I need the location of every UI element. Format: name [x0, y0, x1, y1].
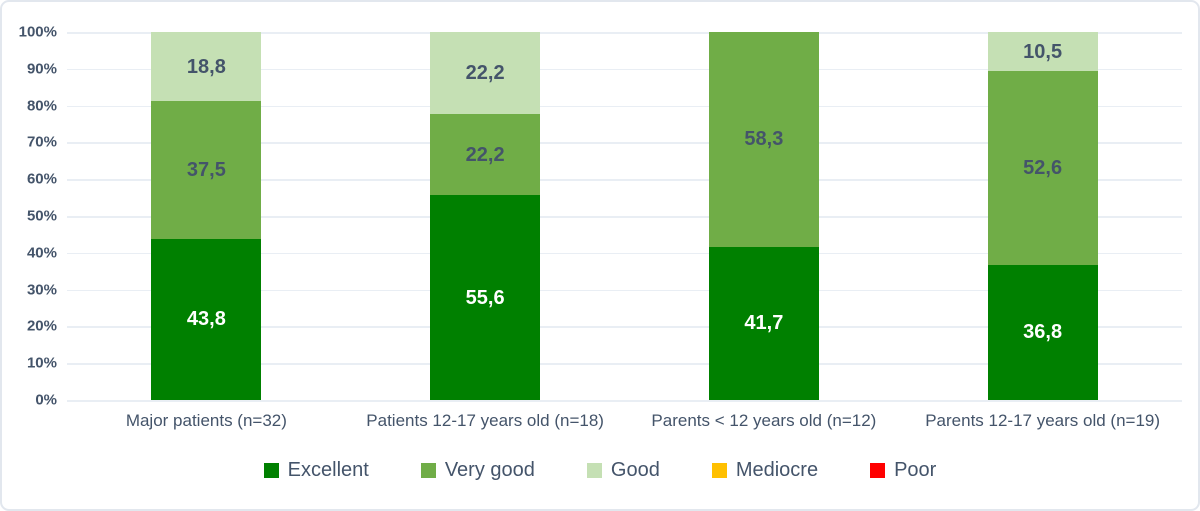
- data-label: 55,6: [465, 286, 505, 309]
- category-label-0: Major patients (n=32): [125, 411, 287, 430]
- legend-label: Mediocre: [735, 459, 819, 481]
- data-label: 41,7: [744, 312, 784, 335]
- gridline-50%: [67, 216, 1182, 218]
- bar-segment-excellent-0: 43,8: [151, 238, 262, 400]
- legend-swatch-icon: [586, 462, 602, 478]
- data-label: 18,8: [186, 55, 226, 78]
- bar-slot-1: 55,6 22,2 22,2: [346, 32, 625, 400]
- bar-segment-very-good-1: 22,2: [430, 113, 541, 196]
- legend-swatch-icon: [420, 462, 436, 478]
- y-axis-tick-60%: 60%: [26, 170, 57, 188]
- category-label-1: Patients 12-17 years old (n=18): [366, 411, 604, 430]
- bar-slot-3: 36,8 52,6 10,5: [903, 32, 1182, 400]
- data-label: 22,2: [465, 61, 505, 84]
- gridline-10%: [67, 363, 1182, 365]
- bar-slot-0: 43,8 37,5 18,8: [67, 32, 346, 400]
- y-axis-tick-50%: 50%: [26, 207, 57, 225]
- gridline-70%: [67, 142, 1182, 144]
- bar-segment-excellent-2: 41,7: [708, 246, 819, 400]
- bar-segment-good-0: 18,8: [151, 32, 262, 102]
- stacked-bar-2: 41,7 58,3: [708, 32, 819, 400]
- legend-item-very-good: Very good: [420, 459, 535, 481]
- legend-item-poor: Poor: [870, 460, 936, 480]
- legend-item-excellent: Excellent: [263, 459, 369, 481]
- data-label: 22,2: [465, 143, 505, 166]
- bar-segment-excellent-1: 55,6: [430, 195, 541, 400]
- gridline-20%: [67, 326, 1182, 328]
- bar-segment-good-1: 22,2: [430, 32, 541, 114]
- data-label: 10,5: [1023, 40, 1063, 63]
- bar-segment-very-good-2: 58,3: [708, 32, 819, 247]
- bars-layer: 43,8 37,5 18,8 55,6 22,2 22,2 41,7 58,3 36,8 52,6…: [67, 32, 1182, 400]
- chart-legend: Excellent Very good Good Mediocre Poor: [2, 460, 1198, 480]
- legend-label: Poor: [894, 459, 937, 481]
- gridline-0%: [67, 400, 1182, 402]
- stacked-bar-1: 55,6 22,2 22,2: [430, 32, 541, 400]
- legend-swatch-icon: [870, 462, 886, 478]
- data-label: 52,6: [1023, 156, 1063, 179]
- y-axis-tick-70%: 70%: [26, 133, 57, 151]
- legend-item-mediocre: Mediocre: [711, 459, 819, 481]
- legend-swatch-icon: [711, 462, 727, 478]
- category-label-3: Parents 12-17 years old (n=19): [925, 411, 1161, 430]
- legend-label: Excellent: [287, 459, 369, 481]
- gridline-90%: [67, 68, 1182, 71]
- gridline-80%: [67, 105, 1182, 108]
- y-axis-tick-10%: 10%: [26, 354, 57, 372]
- stacked-bar-0: 43,8 37,5 18,8: [151, 32, 262, 400]
- bar-segment-very-good-3: 52,6: [987, 71, 1098, 265]
- y-axis-tick-40%: 40%: [26, 244, 57, 262]
- y-axis-tick-100%: 100%: [18, 23, 57, 41]
- y-axis-tick-90%: 90%: [26, 60, 57, 78]
- y-axis-tick-0%: 0%: [35, 391, 57, 409]
- y-axis-tick-20%: 20%: [26, 317, 57, 335]
- legend-item-good: Good: [586, 459, 660, 481]
- data-label: 36,8: [1023, 321, 1063, 344]
- legend-label: Good: [610, 459, 660, 481]
- legend-label: Very good: [444, 459, 535, 481]
- bar-slot-2: 41,7 58,3: [625, 32, 904, 400]
- stacked-bar-3: 36,8 52,6 10,5: [987, 32, 1098, 400]
- data-label: 37,5: [186, 159, 226, 182]
- bar-segment-excellent-3: 36,8: [987, 264, 1098, 400]
- gridline-30%: [67, 289, 1182, 292]
- y-axis-tick-80%: 80%: [26, 97, 57, 115]
- legend-swatch-icon: [263, 462, 279, 478]
- gridline-40%: [67, 252, 1182, 255]
- gridline-60%: [67, 179, 1182, 181]
- bar-segment-very-good-0: 37,5: [151, 101, 262, 239]
- category-label-2: Parents < 12 years old (n=12): [651, 411, 877, 430]
- gridline-100%: [67, 32, 1182, 34]
- bar-segment-good-3: 10,5: [987, 32, 1098, 72]
- data-label: 58,3: [744, 128, 784, 151]
- y-axis-tick-30%: 30%: [26, 281, 57, 299]
- data-label: 43,8: [186, 308, 226, 331]
- plot-area: 0% 10% 20% 30% 40% 50% 60% 70% 80% 90% 100% 43,8 37…: [19, 25, 1182, 408]
- x-axis-labels: Major patients (n=32) Patients 12-17 year…: [67, 411, 1182, 431]
